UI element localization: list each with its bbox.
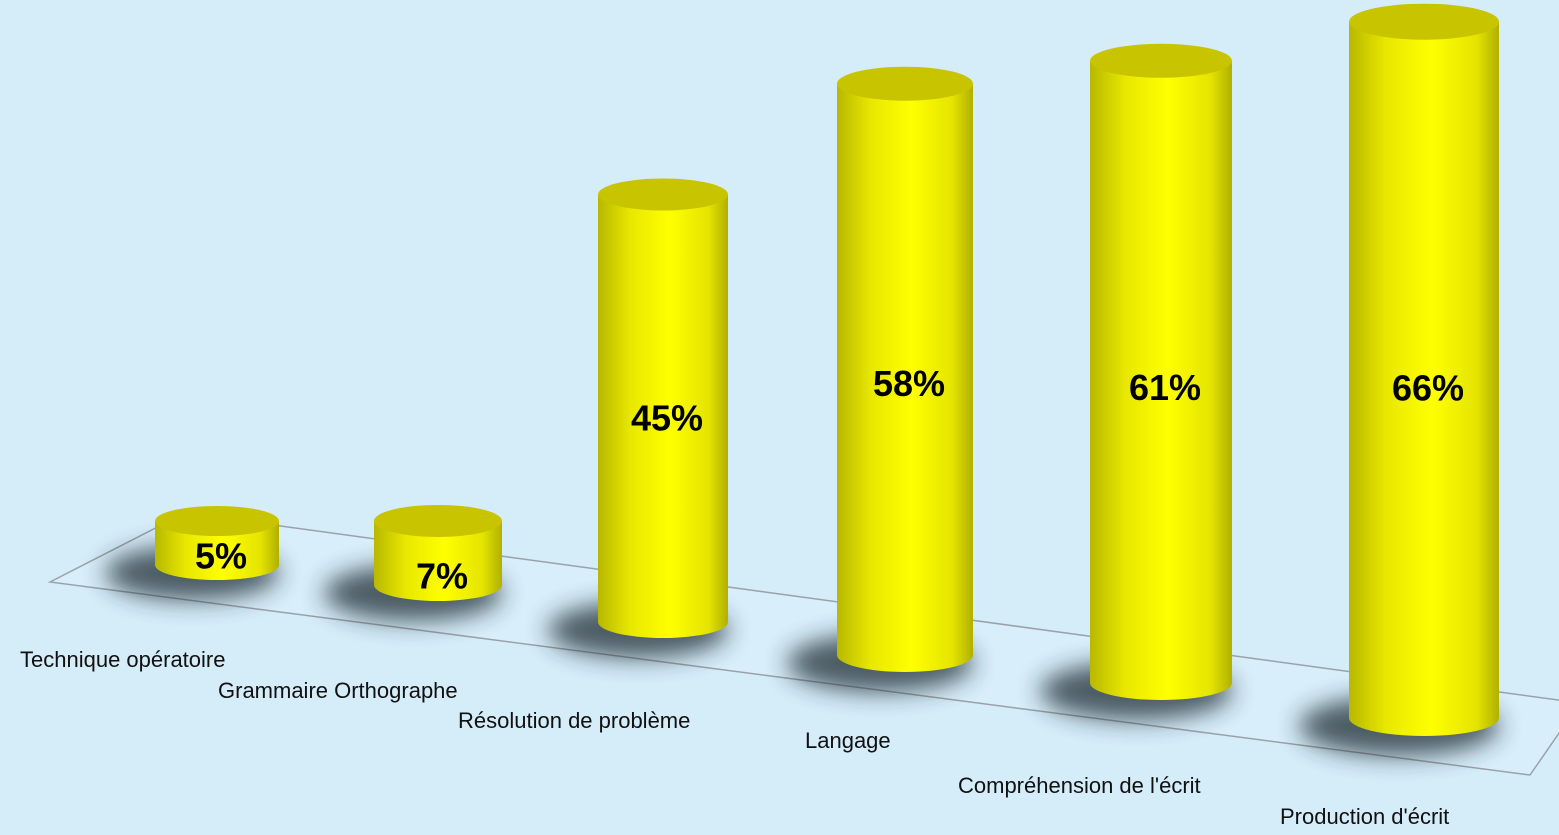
value-label: 5% — [195, 536, 247, 577]
cylinder-top — [374, 504, 502, 537]
cylinder-top — [155, 506, 279, 536]
value-label: 7% — [416, 556, 468, 597]
cylinder-top — [837, 66, 973, 101]
x-tick-label: Compréhension de l'écrit — [958, 773, 1201, 798]
cylinder — [374, 504, 502, 601]
value-label: 58% — [873, 363, 945, 404]
cylinder-top — [1349, 3, 1499, 40]
cylinder-body — [598, 194, 728, 638]
cylinder-body — [837, 83, 973, 672]
x-tick-label: Production d'écrit — [1280, 804, 1449, 829]
x-tick-label: Langage — [805, 728, 891, 753]
x-tick-label: Grammaire Orthographe — [218, 678, 458, 703]
cylinder — [155, 506, 279, 580]
value-label: 45% — [631, 398, 703, 439]
value-label: 66% — [1392, 367, 1464, 408]
value-label: 61% — [1129, 367, 1201, 408]
cylinder-body — [1349, 21, 1499, 736]
cylinder — [837, 66, 973, 672]
cylinder-body — [155, 521, 279, 580]
cylinder — [1090, 43, 1232, 700]
x-tick-label: Technique opératoire — [20, 647, 225, 672]
cylinder-top — [598, 178, 728, 211]
cylinder-body — [374, 520, 502, 601]
plot-area: 5% Technique opératoire 7% Grammaire Orthog… — [20, 3, 1499, 829]
cylinder — [598, 178, 728, 638]
cylinder-body — [1090, 60, 1232, 700]
cylinder-top — [1090, 43, 1232, 78]
x-tick-label: Résolution de problème — [458, 708, 690, 733]
cylinder — [1349, 3, 1499, 736]
